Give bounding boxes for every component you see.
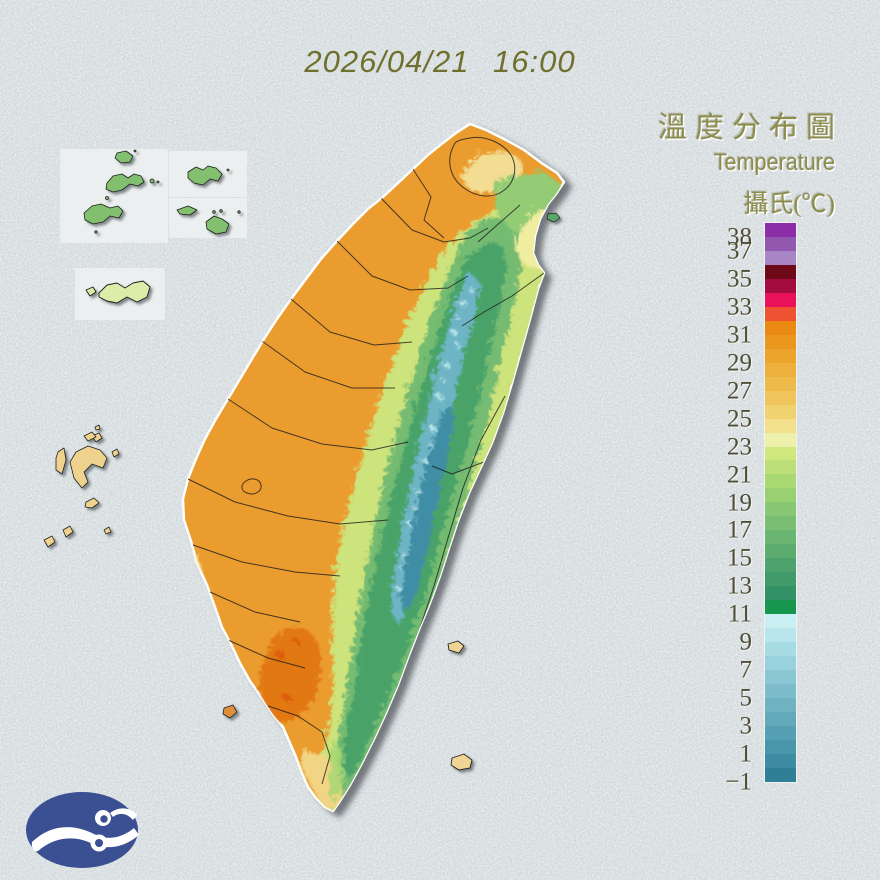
scale-segment-11to10 bbox=[765, 614, 796, 629]
scale-tick-33: 33 bbox=[727, 293, 752, 321]
scale-segment-12to11 bbox=[765, 600, 796, 615]
scale-segment-20to19 bbox=[765, 488, 796, 503]
scale-tick-7: 7 bbox=[739, 656, 753, 684]
scale-tick-13: 13 bbox=[727, 572, 752, 600]
scale-segment-24to23 bbox=[765, 432, 796, 447]
wuqiu-islands bbox=[176, 205, 241, 235]
legend-block: 溫度分布圖 Temperature 攝氏(℃) bbox=[658, 104, 835, 220]
scale-tick-35: 35 bbox=[727, 265, 752, 293]
green-island bbox=[447, 640, 465, 654]
scale-segment-10to9 bbox=[765, 628, 796, 643]
matsu-islands bbox=[83, 149, 160, 234]
scale-segment-26to25 bbox=[765, 404, 796, 419]
orchid-island bbox=[450, 753, 473, 771]
scale-segment-35to34 bbox=[765, 278, 796, 293]
scale-segment-6to5 bbox=[765, 683, 796, 698]
scale-segment-3to2 bbox=[765, 725, 796, 740]
scale-segment-37to36 bbox=[765, 250, 796, 265]
scale-segment-33to32 bbox=[765, 306, 796, 321]
scale-segment-19to18 bbox=[765, 502, 796, 517]
scale-segment-17to16 bbox=[765, 530, 796, 545]
scale-segment-28to27 bbox=[765, 376, 796, 391]
scale-segment-34to33 bbox=[765, 292, 796, 307]
scale-segment-1to0 bbox=[765, 753, 796, 768]
scale-tick--1: −1 bbox=[725, 768, 752, 796]
scale-segment-8to7 bbox=[765, 656, 796, 670]
scale-tick-9: 9 bbox=[739, 628, 753, 656]
map-datetime-title: 2026/04/21 16:00 bbox=[304, 44, 576, 79]
scale-segment-27to26 bbox=[765, 390, 796, 405]
scale-segment-15to14 bbox=[765, 558, 796, 573]
county-borders bbox=[187, 136, 545, 785]
scale-tick-29: 29 bbox=[727, 349, 752, 377]
cwb-logo bbox=[26, 792, 140, 868]
wuqiu-inset-box bbox=[169, 198, 247, 238]
kinmen-island bbox=[85, 280, 151, 304]
scale-tick-15: 15 bbox=[727, 544, 752, 572]
scale-segment-0to-1 bbox=[765, 767, 796, 782]
xiaoliuqiu-island bbox=[222, 704, 238, 719]
scale-segment-25to24 bbox=[765, 418, 796, 433]
scale-segment-4to3 bbox=[765, 711, 796, 726]
scale-segment-16to15 bbox=[765, 544, 796, 559]
scale-tick-19: 19 bbox=[727, 489, 752, 516]
scale-segment-7to6 bbox=[765, 670, 796, 684]
legend-unit-label: 攝氏(℃) bbox=[743, 191, 835, 218]
scale-segment-23to22 bbox=[765, 446, 796, 461]
scale-segment-31to30 bbox=[765, 334, 796, 349]
scale-segment-18to17 bbox=[765, 516, 796, 531]
temperature-scale-ticks: 38 37 35 33 31 29 27 25 23 21 19 17 15 13 11 9 7 5 3 1 −1 bbox=[690, 223, 758, 794]
scale-tick-37: 37 bbox=[727, 237, 752, 265]
scale-segment-2to1 bbox=[765, 739, 796, 754]
scale-tick-31: 31 bbox=[727, 321, 752, 349]
scale-tick-21: 21 bbox=[727, 461, 752, 489]
kinmen-inset-box bbox=[75, 268, 165, 320]
scale-tick-23: 23 bbox=[727, 433, 752, 461]
scale-tick-1: 1 bbox=[739, 740, 753, 768]
scale-segment-9to8 bbox=[765, 642, 796, 657]
matsu-inset-box bbox=[60, 149, 168, 243]
scale-tick-25: 25 bbox=[727, 405, 752, 433]
scale-tick-11: 11 bbox=[727, 600, 752, 628]
scale-tick-3: 3 bbox=[739, 712, 753, 740]
scale-segment-5to4 bbox=[765, 697, 796, 712]
scale-segment-14to13 bbox=[765, 572, 796, 587]
scale-segment-39to38 bbox=[765, 223, 796, 237]
scale-segment-32to31 bbox=[765, 320, 796, 335]
legend-title-en: Temperature bbox=[713, 149, 835, 176]
scale-segment-30to29 bbox=[765, 348, 796, 363]
dongyin-inset-box bbox=[169, 151, 247, 197]
dongyin-island bbox=[187, 165, 230, 186]
scale-segment-36to35 bbox=[765, 264, 796, 279]
scale-tick-27: 27 bbox=[727, 377, 752, 405]
legend-title-zh: 溫度分布圖 bbox=[657, 112, 843, 144]
scale-tick-17: 17 bbox=[727, 516, 752, 544]
scale-segment-22to21 bbox=[765, 460, 796, 475]
scale-tick-38: 38 bbox=[727, 223, 752, 251]
scale-segment-38to37 bbox=[765, 236, 796, 251]
scale-segment-21to20 bbox=[765, 474, 796, 489]
scale-segment-29to28 bbox=[765, 362, 796, 377]
scale-tick-5: 5 bbox=[739, 684, 753, 712]
temperature-zones bbox=[188, 148, 560, 810]
temperature-colorbar bbox=[764, 222, 797, 783]
penghu-islands bbox=[43, 424, 120, 548]
taiwan-island bbox=[181, 122, 566, 813]
scale-segment-13to12 bbox=[765, 586, 796, 601]
cloud-swirl-icon bbox=[31, 808, 140, 852]
guishan-island bbox=[546, 212, 561, 223]
